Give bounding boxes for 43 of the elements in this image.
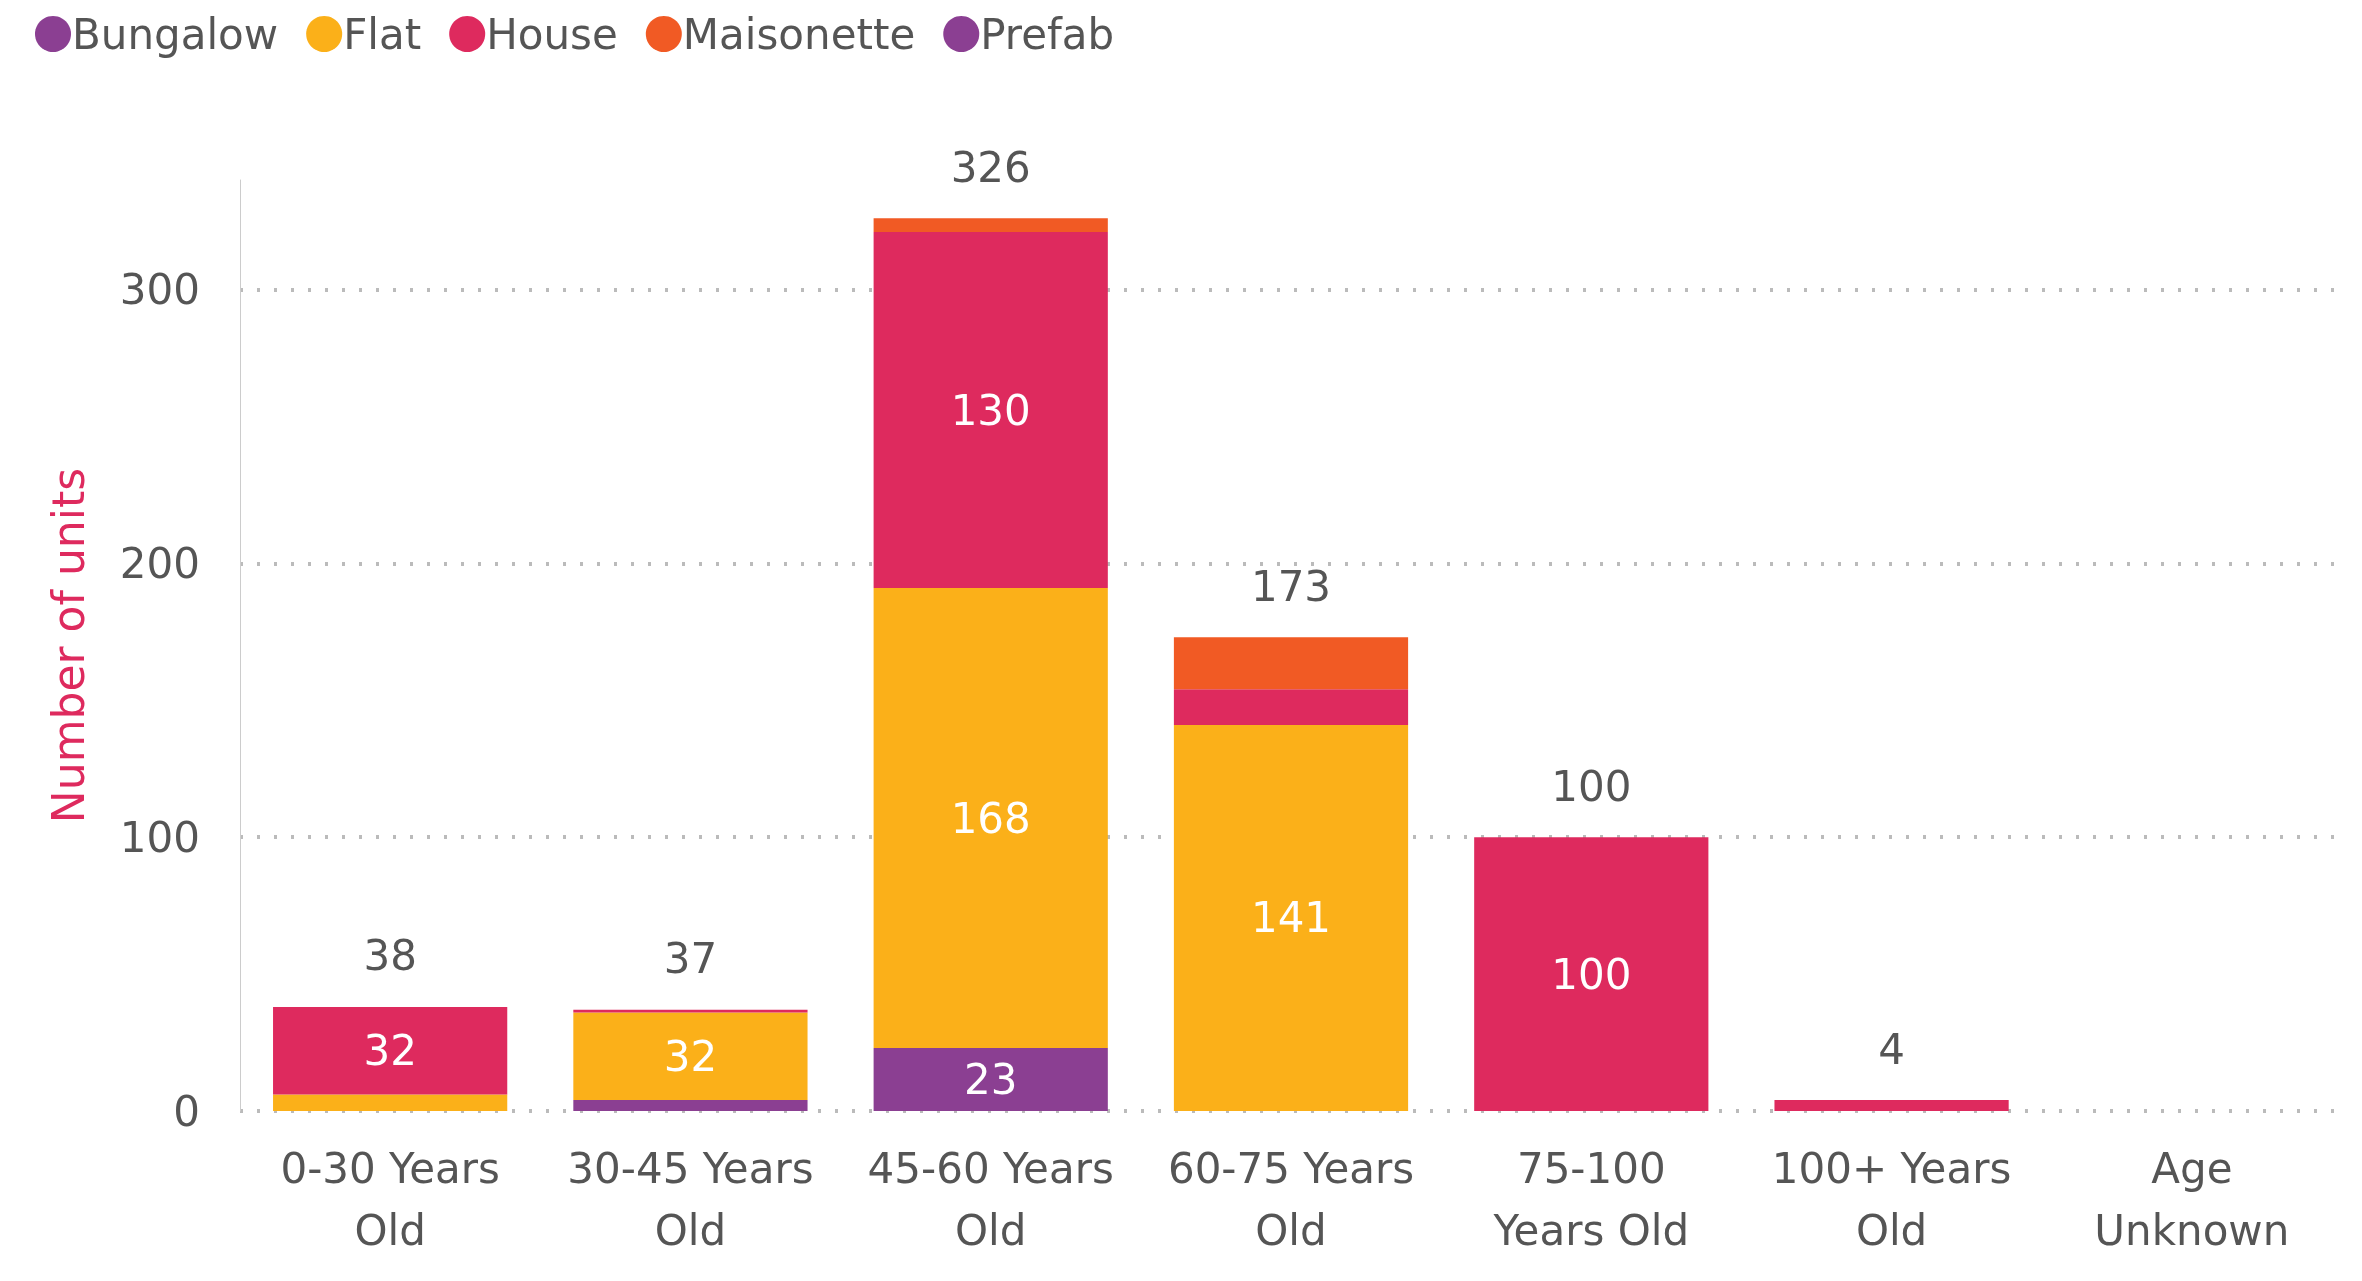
bar [873, 1048, 1108, 1111]
bar [1173, 637, 1409, 690]
x-tick-label: 30-45 Years Old [567, 1143, 814, 1255]
x-tick-label: 45-60 Years Old [867, 1143, 1114, 1255]
total-label: 326 [950, 142, 1031, 192]
y-tick-label: 300 [119, 265, 200, 315]
total-label: 100 [1551, 761, 1632, 811]
total-label: 173 [1250, 561, 1332, 611]
data-label: 168 [950, 793, 1031, 843]
total-label: 38 [363, 931, 417, 981]
x-tick-label: 75-100 Years Old [1492, 1143, 1690, 1255]
data-label: 100 [1551, 949, 1632, 999]
bar [873, 218, 1108, 233]
legend-label: Flat [343, 9, 422, 59]
x-tick-label: 60-75 Years Old [1167, 1143, 1415, 1255]
y-axis-title: Number of units [42, 467, 94, 824]
bar [873, 232, 1108, 588]
bar [273, 1094, 508, 1111]
legend-label: House [486, 9, 618, 59]
legend-label: Bungalow [72, 9, 279, 59]
total-label: 37 [663, 934, 718, 984]
legend-label: Prefab [980, 9, 1115, 59]
data-label: 130 [950, 385, 1031, 435]
bar [1173, 689, 1409, 725]
bar [873, 588, 1108, 1049]
bar [573, 1012, 808, 1101]
data-label: 32 [363, 1026, 417, 1076]
x-tick-label: 100+ Years Old [1771, 1143, 2012, 1255]
bar [1474, 837, 1709, 1111]
bar [573, 1100, 808, 1111]
x-tick-label: Age Unknown [2094, 1143, 2290, 1255]
bar [273, 1006, 508, 1095]
data-label: 141 [1250, 893, 1332, 943]
data-label: 23 [963, 1055, 1018, 1105]
y-tick-label: 0 [173, 1086, 200, 1136]
y-tick-label: 200 [119, 538, 200, 588]
total-label: 4 [1878, 1024, 1905, 1074]
bar [1774, 1100, 2009, 1111]
y-tick-label: 100 [119, 812, 200, 862]
legend-label: Maisonette [682, 9, 916, 59]
data-label: 32 [663, 1031, 718, 1081]
bar [1173, 724, 1409, 1111]
x-tick-label: 0-30 Years Old [280, 1143, 500, 1255]
